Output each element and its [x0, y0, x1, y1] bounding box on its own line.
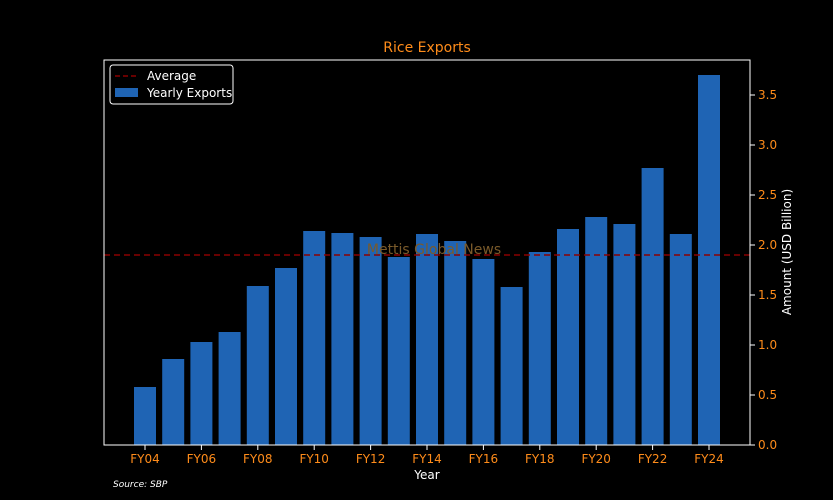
x-tick-label: FY06 — [187, 452, 217, 466]
bar-fy06 — [190, 342, 213, 445]
bar-fy21 — [613, 224, 636, 445]
y-tick-label: 2.5 — [758, 188, 777, 202]
x-tick-label: FY10 — [299, 452, 329, 466]
legend-box — [109, 64, 234, 105]
bar-fy15 — [444, 241, 467, 445]
y-tick-label: 2.0 — [758, 238, 777, 252]
legend: Average Yearly Exports — [109, 64, 234, 105]
bars-group — [134, 75, 720, 445]
bar-fy07 — [218, 332, 241, 445]
y-tick-label: 0.5 — [758, 388, 777, 402]
bar-fy23 — [669, 234, 692, 445]
y-tick-label: 1.5 — [758, 288, 777, 302]
x-tick-label: FY18 — [525, 452, 555, 466]
bar-fy16 — [472, 259, 495, 445]
bar-fy17 — [500, 287, 523, 445]
source-note: Source: SBP — [113, 480, 168, 490]
bar-fy05 — [162, 359, 185, 445]
x-tick-label: FY04 — [130, 452, 160, 466]
bar-fy09 — [275, 268, 297, 445]
y-tick-label: 1.0 — [758, 338, 777, 352]
legend-bar-label: Yearly Exports — [146, 86, 232, 100]
bar-fy12 — [359, 237, 382, 445]
x-tick-label: FY20 — [581, 452, 611, 466]
bar-fy11 — [331, 233, 354, 445]
bar-fy13 — [387, 257, 410, 445]
legend-average-label: Average — [147, 69, 196, 83]
x-tick-label: FY16 — [469, 452, 499, 466]
x-ticks: FY04 FY06 FY08 FY10 FY12 FY14 FY16 FY18 FY20 FY22… — [130, 445, 724, 466]
bar-fy18 — [528, 252, 551, 445]
y-tick-label: 3.0 — [758, 138, 777, 152]
x-tick-label: FY24 — [694, 452, 724, 466]
bar-fy20 — [585, 217, 608, 445]
y-axis-label: Amount (USD Billion) — [780, 189, 794, 315]
x-tick-label: FY14 — [412, 452, 442, 466]
bar-fy10 — [303, 231, 326, 445]
y-tick-label: 0.0 — [758, 438, 777, 452]
y-ticks: 0.0 0.5 1.0 1.5 2.0 2.5 3.0 3.5 — [750, 88, 777, 452]
legend-bar-swatch — [115, 88, 138, 97]
x-tick-label: FY12 — [356, 452, 386, 466]
bar-fy19 — [557, 229, 579, 445]
watermark-text: Mettis Global News — [367, 242, 501, 258]
bar-fy24 — [698, 75, 720, 445]
x-tick-label: FY08 — [243, 452, 273, 466]
x-tick-label: FY22 — [638, 452, 668, 466]
x-axis-label: Year — [413, 468, 439, 482]
bar-fy04 — [134, 387, 156, 445]
bar-fy22 — [641, 168, 664, 445]
bar-fy08 — [246, 286, 269, 445]
chart-title: Rice Exports — [383, 40, 471, 56]
bar-fy14 — [416, 234, 438, 445]
y-tick-label: 3.5 — [758, 88, 777, 102]
